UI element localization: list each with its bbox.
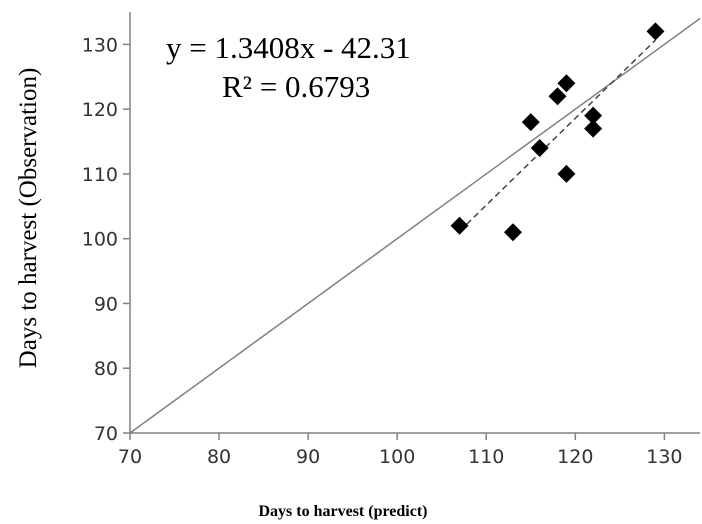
- data-point-5: [557, 74, 576, 93]
- y-tick-label-2: 90: [94, 293, 118, 315]
- data-point-3: [530, 139, 549, 158]
- y-ticks: 70 80 90 100 110 120 130: [82, 34, 130, 445]
- x-axis-label: Days to harvest (predict): [258, 503, 427, 520]
- x-tick-label-3: 100: [379, 446, 415, 468]
- x-tick-label-2: 90: [296, 446, 320, 468]
- y-tick-label-6: 130: [82, 34, 118, 56]
- y-tick-label-5: 120: [82, 99, 118, 121]
- x-tick-label-1: 80: [207, 446, 231, 468]
- x-ticks: 70 80 90 100 110 120 130: [118, 433, 683, 468]
- data-point-7: [584, 106, 603, 125]
- x-tick-label-0: 70: [118, 446, 142, 468]
- equation-annotation: y = 1.3408x - 42.31: [166, 30, 411, 65]
- axes: [129, 12, 700, 434]
- data-point-0: [450, 216, 469, 235]
- data-point-9: [646, 22, 665, 41]
- data-point-4: [548, 87, 567, 106]
- reference-line: [129, 17, 701, 434]
- y-tick-label-0: 70: [94, 423, 118, 445]
- data-point-6: [557, 164, 576, 183]
- r-squared-annotation: R² = 0.6793: [222, 69, 370, 104]
- y-tick-label-1: 80: [94, 358, 118, 380]
- trendline: [459, 39, 656, 232]
- y-axis-label: Days to harvest (Observation): [15, 68, 42, 369]
- x-tick-label-5: 120: [557, 446, 593, 468]
- x-tick-label-6: 130: [646, 446, 682, 468]
- data-points: [450, 22, 665, 242]
- data-point-2: [521, 113, 540, 132]
- data-point-1: [503, 223, 522, 242]
- data-point-8: [584, 119, 603, 138]
- y-tick-label-3: 100: [82, 229, 118, 251]
- x-tick-label-4: 110: [468, 446, 504, 468]
- y-tick-label-4: 110: [82, 164, 118, 186]
